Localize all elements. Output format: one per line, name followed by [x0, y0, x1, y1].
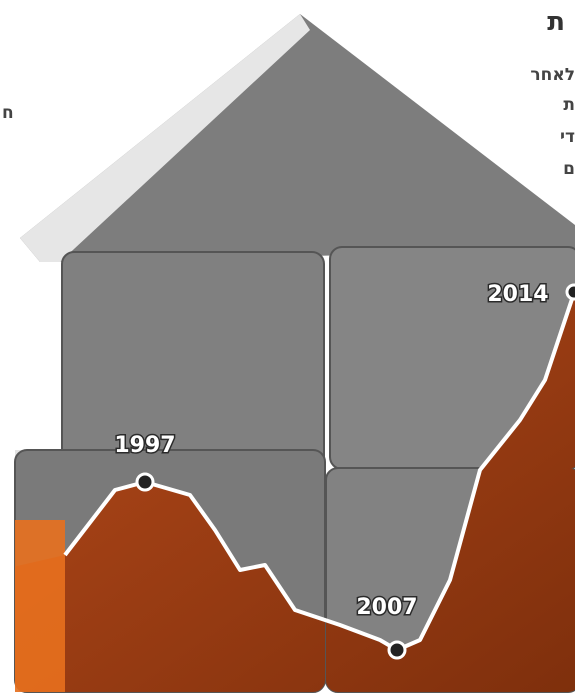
point [135, 472, 155, 492]
body-text: די [560, 127, 575, 147]
blocks [14, 246, 575, 693]
year-label: 1997 [114, 433, 175, 458]
roof-side [20, 14, 310, 262]
point [565, 283, 575, 301]
heading: ת [547, 7, 565, 37]
year-label: 2014 [487, 282, 548, 307]
body-text: ם [563, 159, 575, 179]
body-text: לאחר [530, 65, 575, 85]
year-label: 2007 [356, 595, 417, 620]
body-text: ח [2, 103, 14, 123]
trend-line [63, 289, 575, 652]
roof [20, 14, 575, 262]
body-text: ת [563, 95, 575, 115]
point [387, 640, 407, 660]
